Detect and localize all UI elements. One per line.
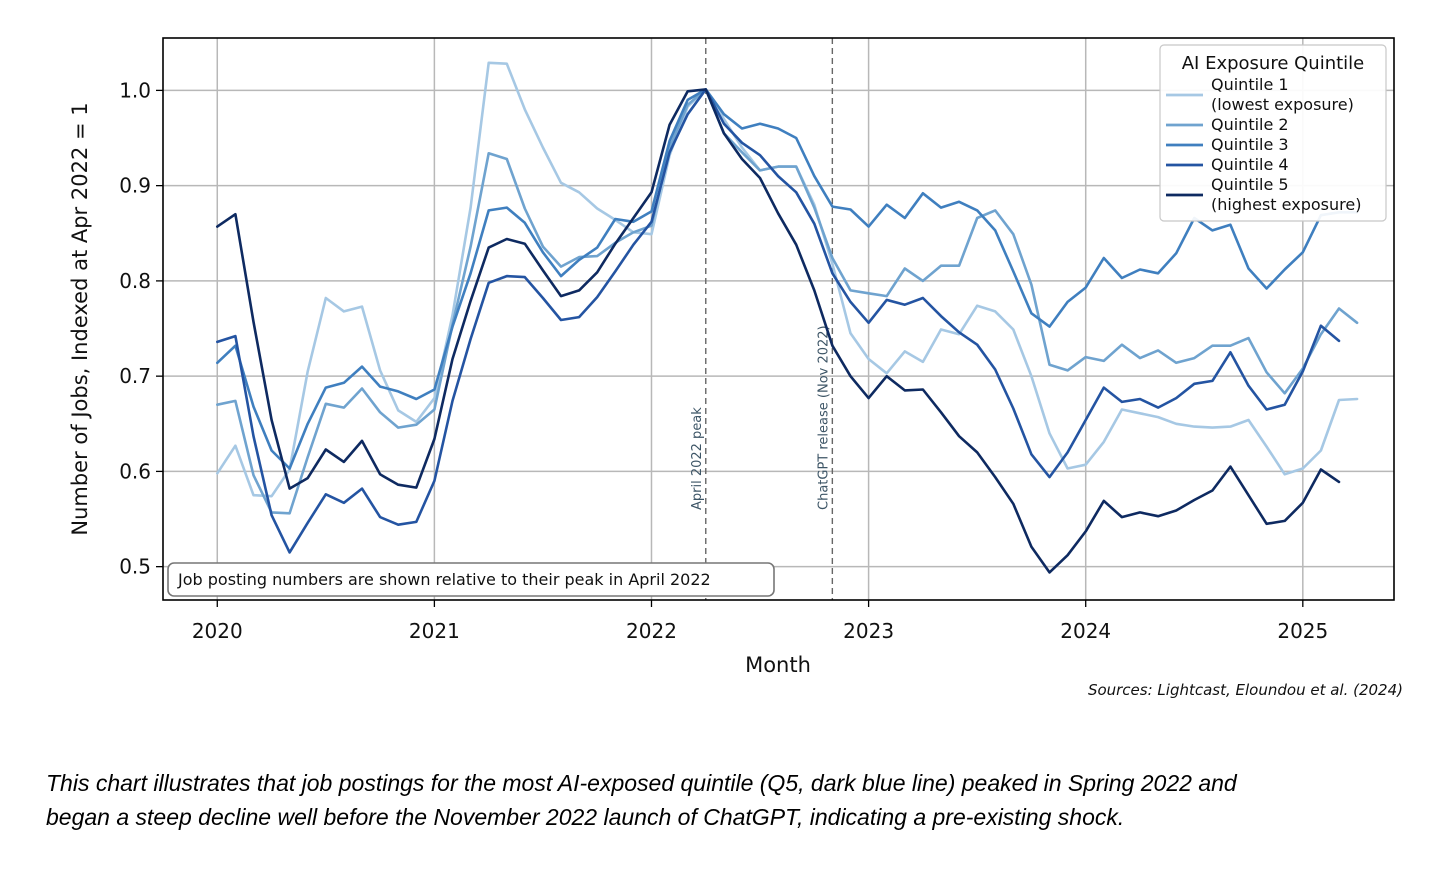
reference-lines: April 2022 peak ChatGPT release (Nov 2022… bbox=[690, 38, 834, 600]
series-line-quintile-4 bbox=[216, 88, 1341, 554]
legend-frame bbox=[1159, 44, 1387, 222]
y-tick-label: 0.9 bbox=[119, 174, 151, 198]
x-tick-label: 2023 bbox=[843, 619, 894, 643]
y-tick-label: 1.0 bbox=[119, 78, 151, 102]
caption-line-2: began a steep decline well before the No… bbox=[46, 804, 1125, 830]
x-tick-label: 2025 bbox=[1277, 619, 1328, 643]
plot-frame bbox=[162, 37, 1395, 601]
legend-label-quintile-3: Quintile 3 bbox=[1211, 135, 1289, 154]
x-tick-label: 2022 bbox=[626, 619, 677, 643]
annotation-box: Job posting numbers are shown relative t… bbox=[167, 562, 775, 597]
x-tick-label: 2024 bbox=[1060, 619, 1111, 643]
y-tick-label: 0.8 bbox=[119, 269, 151, 293]
x-tick-label: 2020 bbox=[192, 619, 243, 643]
chatgpt-release-label: ChatGPT release (Nov 2022) bbox=[816, 325, 831, 510]
legend-label-quintile-2: Quintile 2 bbox=[1211, 115, 1289, 134]
annotation-text: Job posting numbers are shown relative t… bbox=[177, 570, 711, 589]
legend-label-quintile-5: Quintile 5 bbox=[1211, 175, 1289, 194]
x-axis-title: Month bbox=[745, 653, 811, 677]
caption-line-1: This chart illustrates that job postings… bbox=[46, 770, 1237, 796]
y-tick-label: 0.6 bbox=[119, 459, 151, 483]
april-2022-peak-label: April 2022 peak bbox=[690, 407, 705, 510]
legend: AI Exposure Quintile Quintile 1(lowest e… bbox=[1159, 44, 1387, 222]
y-axis-ticks: 0.5 0.6 0.7 0.8 0.9 1.0 bbox=[119, 78, 163, 579]
y-tick-label: 0.7 bbox=[119, 364, 151, 388]
x-axis-ticks: 2020 2021 2022 2023 2024 2025 bbox=[192, 600, 1328, 643]
y-tick-label: 0.5 bbox=[119, 555, 151, 579]
legend-label-quintile-5: (highest exposure) bbox=[1211, 195, 1361, 214]
legend-label-quintile-1: Quintile 1 bbox=[1211, 75, 1289, 94]
series-line-quintile-5 bbox=[216, 88, 1341, 574]
line-chart: April 2022 peak ChatGPT release (Nov 2022… bbox=[68, 37, 1403, 699]
series-line-quintile-3 bbox=[216, 88, 1359, 470]
legend-title: AI Exposure Quintile bbox=[1182, 53, 1365, 74]
legend-label-quintile-4: Quintile 4 bbox=[1211, 155, 1289, 174]
series-lines bbox=[216, 61, 1359, 574]
legend-label-quintile-1: (lowest exposure) bbox=[1211, 95, 1354, 114]
y-axis-title: Number of Jobs, Indexed at Apr 2022 = 1 bbox=[68, 102, 92, 535]
x-tick-label: 2021 bbox=[409, 619, 460, 643]
chart-caption: This chart illustrates that job postings… bbox=[46, 766, 1436, 834]
series-line-quintile-2 bbox=[216, 88, 1359, 515]
annotation-frame bbox=[167, 562, 775, 597]
source-note: Sources: Lightcast, Eloundou et al. (202… bbox=[1088, 681, 1403, 699]
